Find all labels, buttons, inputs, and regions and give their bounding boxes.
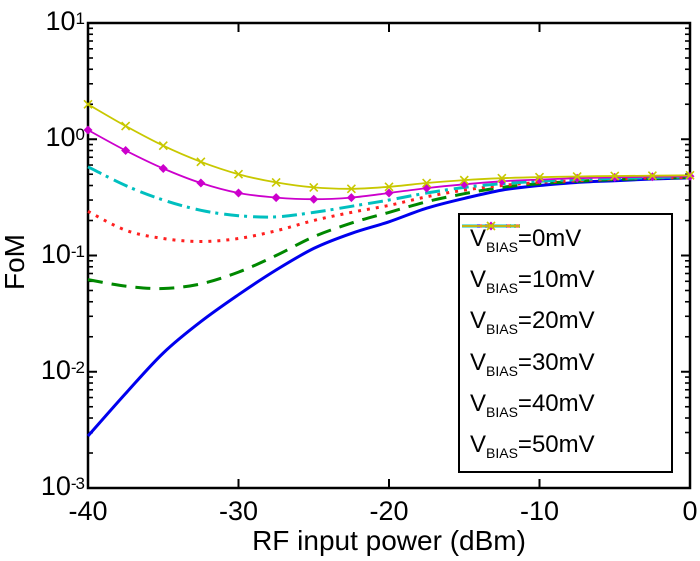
- x-tick-label: 0: [682, 496, 698, 526]
- legend-label: VBIAS=40mV: [470, 389, 595, 420]
- y-tick-label: 100: [45, 122, 85, 153]
- diamond-marker: [309, 194, 319, 204]
- x-marker: [346, 184, 356, 194]
- x-marker: [685, 170, 695, 180]
- y-tick-label: 10-1: [40, 238, 85, 269]
- legend-row-VBIAS=40mV: VBIAS=40mV: [462, 221, 671, 424]
- diamond-marker: [384, 188, 394, 198]
- y-tick-label: 10-3: [40, 471, 85, 501]
- y-tick-label: 10-2: [40, 354, 85, 385]
- legend-row-VBIAS=30mV: VBIAS=30mV: [462, 224, 671, 383]
- series-line-VBIAS=50mV: [87, 103, 691, 190]
- legend-row-VBIAS=20mV: VBIAS=20mV: [462, 224, 671, 341]
- diamond-marker: [346, 193, 356, 203]
- series-line-VBIAS=30mV: [87, 165, 691, 219]
- x-marker: [271, 177, 281, 188]
- x-tick-label: -30: [218, 496, 259, 526]
- diamond-marker: [196, 178, 206, 188]
- x-marker: [459, 175, 469, 185]
- x-tick-label: -40: [68, 496, 108, 526]
- x-marker: [647, 171, 657, 181]
- x-axis-title: RF input power (dBm): [252, 525, 526, 556]
- y-tick-label: 101: [45, 6, 85, 36]
- x-marker: [384, 182, 394, 192]
- legend-label: VBIAS=50mV: [470, 431, 595, 462]
- x-marker: [83, 99, 93, 109]
- legend-line-sample: [462, 221, 520, 231]
- x-marker: [610, 171, 620, 181]
- legend: VBIAS=0mV VBIAS=10mV VBIAS=20mV VBIAS=30mV V…: [458, 213, 673, 473]
- legend-row-VBIAS=10mV: VBIAS=10mV: [462, 224, 671, 300]
- x-marker: [422, 178, 432, 188]
- diamond-marker: [271, 193, 281, 203]
- x-marker: [497, 173, 507, 183]
- diamond-marker: [158, 164, 168, 174]
- legend-label: VBIAS=10mV: [470, 265, 595, 296]
- x-tick-label: -20: [369, 496, 409, 526]
- x-marker: [309, 182, 319, 193]
- legend-label: VBIAS=20mV: [470, 307, 595, 338]
- y-axis-title: FoM: [0, 234, 30, 290]
- legend-row-VBIAS=50mV: VBIAS=50mV: [462, 221, 671, 465]
- legend-label: VBIAS=30mV: [470, 348, 595, 379]
- diamond-marker: [234, 188, 243, 198]
- x-tick-label: -10: [519, 496, 560, 526]
- series-line-VBIAS=10mV: [87, 175, 691, 291]
- diamond-marker: [83, 125, 93, 135]
- x-marker: [121, 121, 131, 131]
- legend-label: VBIAS=0mV: [470, 224, 582, 255]
- x-marker: [572, 171, 582, 182]
- diamond-marker: [121, 146, 131, 156]
- x-marker: [534, 172, 545, 182]
- x-marker: [158, 141, 168, 151]
- x-marker: [233, 169, 244, 179]
- x-marker: [196, 157, 206, 167]
